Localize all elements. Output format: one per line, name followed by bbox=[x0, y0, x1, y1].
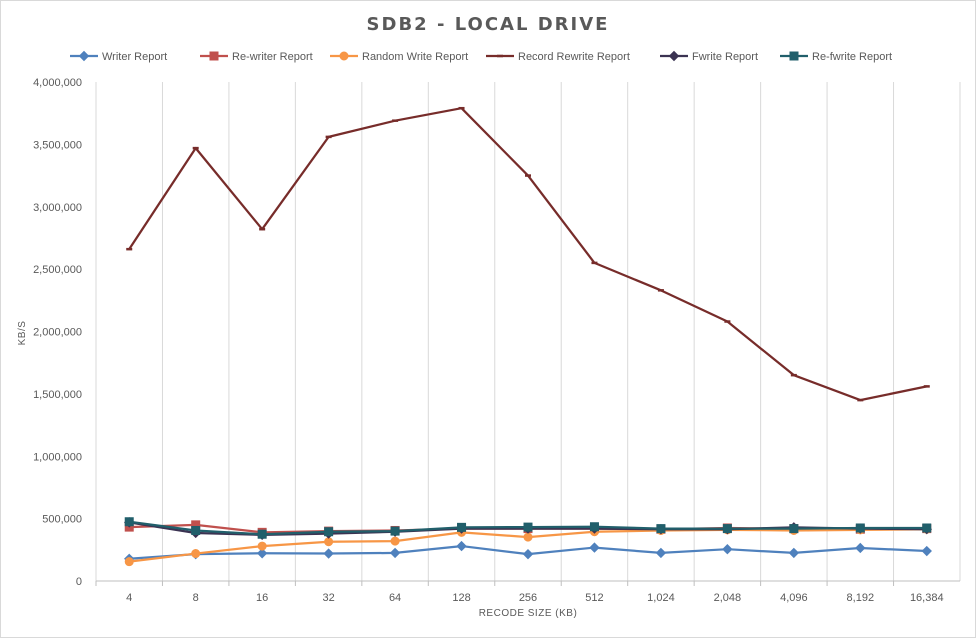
x-tick-label: 16,384 bbox=[910, 592, 944, 604]
x-tick-label: 8 bbox=[193, 592, 199, 604]
y-tick-label: 3,500,000 bbox=[33, 139, 82, 151]
data-point bbox=[656, 524, 666, 534]
legend-swatch-marker bbox=[78, 50, 90, 62]
y-axis-ticks: 0 500,000 1,000,000 1,500,000 2,000,000 2,500… bbox=[33, 77, 82, 588]
data-point bbox=[655, 547, 667, 559]
y-tick-label: 2,000,000 bbox=[33, 327, 82, 339]
legend-item-random-write-report: Random Write Report bbox=[330, 51, 468, 63]
x-axis-ticks: 4 8 16 32 64 128 256 512 1,024 2,048 4,096 8,192 16,… bbox=[95, 581, 944, 604]
legend-label: Record Rewrite Report bbox=[518, 51, 630, 63]
legend-swatch-marker bbox=[209, 51, 219, 61]
data-point bbox=[323, 548, 334, 559]
data-point bbox=[789, 524, 799, 534]
y-tick-label: 3,000,000 bbox=[33, 202, 82, 214]
y-tick-label: 2,500,000 bbox=[33, 264, 82, 276]
data-point bbox=[191, 525, 201, 535]
data-point bbox=[191, 549, 201, 559]
x-tick-label: 128 bbox=[452, 592, 470, 604]
gridlines bbox=[95, 82, 961, 581]
data-point bbox=[921, 545, 932, 557]
x-tick-label: 2,048 bbox=[714, 592, 742, 604]
legend-label: Re-writer Report bbox=[232, 51, 313, 63]
data-point bbox=[722, 543, 733, 555]
legend-item-writer-report: Writer Report bbox=[70, 50, 167, 63]
series-writer-report bbox=[124, 540, 932, 565]
x-tick-label: 4,096 bbox=[780, 592, 808, 604]
series-line-record-rewrite-report bbox=[128, 107, 927, 402]
data-point bbox=[855, 523, 865, 533]
data-point bbox=[589, 522, 599, 532]
legend-swatch-marker bbox=[789, 51, 799, 61]
x-tick-label: 32 bbox=[322, 592, 334, 604]
legend-item-re-writer-report: Re-writer Report bbox=[200, 51, 313, 63]
data-point bbox=[589, 542, 600, 553]
data-point bbox=[324, 537, 334, 547]
data-point bbox=[922, 523, 932, 533]
y-tick-label: 1,500,000 bbox=[33, 389, 82, 401]
legend-label: Writer Report bbox=[102, 51, 167, 63]
series-record-rewrite-report bbox=[126, 106, 930, 402]
x-tick-label: 64 bbox=[389, 592, 401, 604]
data-point bbox=[523, 522, 533, 532]
legend-item-re-fwrite-report: Re-fwrite Report bbox=[780, 51, 892, 63]
data-point bbox=[124, 517, 134, 527]
x-tick-label: 1,024 bbox=[647, 592, 675, 604]
legend-label: Random Write Report bbox=[362, 51, 468, 63]
data-point bbox=[256, 548, 268, 559]
legend-item-fwrite-report: Fwrite Report bbox=[660, 50, 758, 63]
legend-swatch-marker bbox=[339, 51, 349, 61]
y-tick-label: 1,000,000 bbox=[33, 451, 82, 463]
y-tick-label: 0 bbox=[76, 576, 82, 588]
data-point bbox=[523, 532, 533, 542]
x-tick-label: 16 bbox=[256, 592, 268, 604]
y-tick-label: 4,000,000 bbox=[33, 77, 82, 89]
x-tick-label: 8,192 bbox=[847, 592, 875, 604]
legend-item-record-rewrite-report: Record Rewrite Report bbox=[486, 51, 630, 63]
legend: Writer Report Re-writer Report Random Writ… bbox=[70, 50, 892, 63]
x-axis-label: RECODE SIZE (KB) bbox=[479, 608, 578, 619]
x-tick-label: 512 bbox=[585, 592, 603, 604]
data-point bbox=[788, 547, 800, 559]
data-point bbox=[124, 557, 134, 567]
legend-label: Fwrite Report bbox=[692, 51, 758, 63]
x-tick-label: 4 bbox=[126, 592, 132, 604]
series-group bbox=[124, 106, 932, 567]
data-point bbox=[390, 526, 400, 536]
data-point bbox=[324, 527, 334, 537]
y-tick-label: 500,000 bbox=[42, 514, 82, 526]
data-point bbox=[257, 529, 267, 539]
data-point bbox=[522, 548, 534, 560]
data-point bbox=[257, 541, 267, 551]
data-point bbox=[389, 547, 401, 559]
y-axis-label: KB/S bbox=[17, 321, 28, 346]
data-point bbox=[855, 542, 866, 554]
x-tick-label: 256 bbox=[519, 592, 537, 604]
data-point bbox=[457, 522, 467, 532]
data-point bbox=[456, 540, 467, 552]
chart-title: SDB2 - LOCAL DRIVE bbox=[367, 14, 610, 35]
legend-swatch-marker bbox=[668, 50, 680, 62]
data-point bbox=[390, 536, 400, 546]
data-point bbox=[722, 524, 732, 534]
legend-label: Re-fwrite Report bbox=[812, 51, 892, 63]
series-re-fwrite-report bbox=[124, 517, 932, 539]
